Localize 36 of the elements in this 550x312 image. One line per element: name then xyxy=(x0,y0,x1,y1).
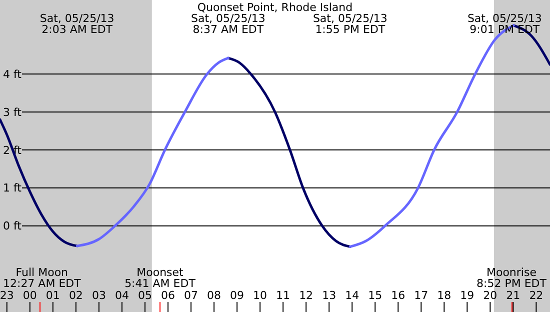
x-tick-label: 11 xyxy=(276,289,290,302)
y-tick-label: 0 ft xyxy=(3,220,22,233)
x-tick-label: 04 xyxy=(114,289,129,302)
annotation: Sat, 05/25/13 8:37 AM EDT xyxy=(190,12,266,36)
x-tick-label: 09 xyxy=(230,289,244,302)
x-tick-label: 17 xyxy=(414,289,428,302)
x-tick-label: 16 xyxy=(391,289,406,302)
x-tick-label: 21 xyxy=(506,289,520,302)
annotation: Moonset 5:41 AM EDT xyxy=(124,266,196,290)
y-tick-label: 2 ft xyxy=(3,144,22,157)
x-tick-label: 14 xyxy=(345,289,360,302)
x-tick-label: 22 xyxy=(529,289,544,302)
x-tick-label: 00 xyxy=(22,289,37,302)
annotation: Sat, 05/25/13 2:03 AM EDT xyxy=(40,12,114,36)
x-tick-label: 08 xyxy=(207,289,222,302)
x-tick-label: 23 xyxy=(0,289,14,302)
x-tick-label: 05 xyxy=(138,289,152,302)
x-tick-label: 15 xyxy=(368,289,382,302)
annotation: Moonrise 8:52 PM EDT xyxy=(476,266,547,290)
x-tick-label: 02 xyxy=(68,289,83,302)
x-tick-label: 06 xyxy=(160,289,175,302)
x-tick-label: 07 xyxy=(184,289,198,302)
x-tick-label: 18 xyxy=(437,289,452,302)
y-tick-label: 3 ft xyxy=(3,106,22,119)
annotation: Full Moon 12:27 AM EDT xyxy=(2,266,82,290)
x-tick-label: 19 xyxy=(460,289,474,302)
y-tick-label: 4 ft xyxy=(3,68,22,81)
x-tick-label: 20 xyxy=(483,289,498,302)
chart-title: Quonset Point, Rhode Island xyxy=(197,1,353,14)
x-tick-label: 13 xyxy=(322,289,336,302)
y-tick-label: 1 ft xyxy=(3,182,22,195)
x-tick-label: 10 xyxy=(253,289,268,302)
annotation: Sat, 05/25/13 1:55 PM EDT xyxy=(312,12,388,36)
x-tick-label: 03 xyxy=(92,289,106,302)
x-tick-label: 01 xyxy=(46,289,60,302)
x-tick-label: 12 xyxy=(299,289,314,302)
